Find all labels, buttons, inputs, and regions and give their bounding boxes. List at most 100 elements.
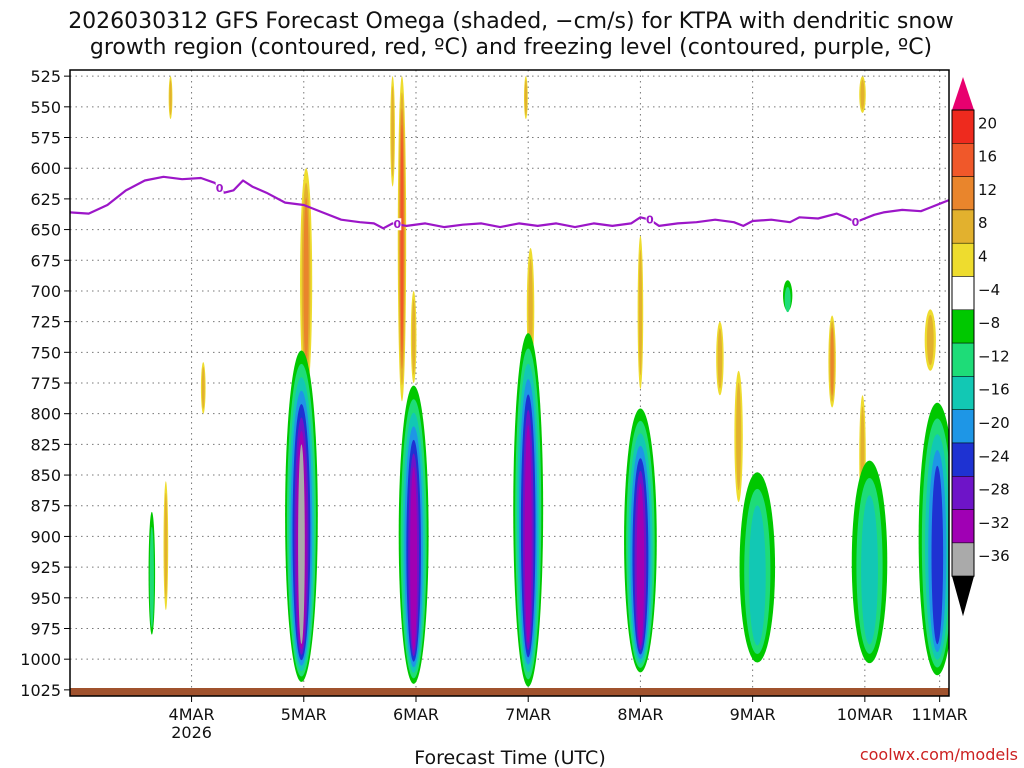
colorbar-label: −8	[978, 314, 1000, 332]
omega-shade-mar10-uplift	[861, 495, 878, 645]
subsidence-shade	[524, 80, 528, 116]
colorbar-segment	[951, 176, 975, 211]
x-tick-label: 5MAR	[281, 705, 327, 724]
omega-shade-mar8-uplift	[636, 483, 645, 646]
y-tick-label: 650	[30, 221, 61, 240]
freezing-level-line	[70, 175, 949, 230]
colorbar-label: −36	[978, 547, 1010, 565]
omega-shade-mar6-uplift	[410, 466, 418, 651]
freezing-level-label: 0	[216, 182, 224, 195]
colorbar-segment	[951, 509, 975, 544]
terrain-layer	[70, 688, 949, 696]
subsidence-shade	[926, 314, 934, 366]
y-tick-label: 1000	[20, 650, 61, 669]
freezing-level-label: 0	[646, 214, 654, 227]
colorbar-segment	[951, 276, 975, 311]
colorbar-segment	[951, 409, 975, 444]
subsidence-shade	[830, 327, 834, 396]
colorbar-segment	[951, 309, 975, 344]
subsidence-shade	[391, 86, 395, 177]
y-tick-label: 750	[30, 343, 61, 362]
colorbar-segment	[951, 109, 975, 144]
y-tick-label: 950	[30, 589, 61, 608]
terrain-strip	[70, 688, 949, 696]
x-tick-label: 6MAR	[393, 705, 439, 724]
colorbar-label: −32	[978, 514, 1010, 532]
y-tick-label: 825	[30, 435, 61, 454]
x-tick-label: 11MAR	[912, 705, 968, 724]
omega-shade-mar9-uplift	[748, 505, 766, 646]
colorbar-segment	[951, 376, 975, 410]
freezing-level-label-bg	[215, 181, 224, 194]
y-tick-label: 625	[30, 190, 61, 209]
y-tick-label: 725	[30, 313, 61, 332]
colorbar-label: −20	[978, 414, 1010, 432]
x-tick-label: 4MAR	[169, 705, 215, 724]
y-tick-label: 775	[30, 374, 61, 393]
colorbar-label: −12	[978, 347, 1010, 365]
x-tick-label: 8MAR	[617, 705, 663, 724]
colorbar-bottom-arrow	[952, 576, 974, 617]
subsidence-shade	[860, 79, 865, 110]
colorbar: 20 16 12 8 4 −4 −8 −12 −16 −20 −24 −28 −32 −36	[951, 77, 1010, 617]
subsidence-shade	[303, 197, 309, 367]
colorbar-segment	[951, 242, 975, 277]
omega-shade-mar11-uplift	[931, 465, 944, 645]
colorbar-label: −4	[978, 281, 1000, 299]
freezing-level-label-bg	[645, 213, 654, 226]
colorbar-segment	[951, 442, 975, 477]
x-tick-year-label: 2026	[171, 723, 212, 742]
y-tick-label: 525	[30, 67, 61, 86]
subsidence-shade	[164, 492, 168, 599]
y-tick-label: 575	[30, 129, 61, 148]
omega-shading-layer	[148, 76, 949, 687]
y-tick-label: 875	[30, 497, 61, 516]
x-tick-label: 10MAR	[837, 705, 893, 724]
x-tick-label: 7MAR	[505, 705, 551, 724]
freezing-level-label: 0	[393, 218, 401, 231]
colorbar-label: 20	[978, 114, 997, 132]
subsidence-shade	[411, 299, 416, 375]
subsidence-shade	[736, 382, 742, 491]
colorbar-label: −16	[978, 381, 1010, 399]
subsidence-shade	[201, 366, 205, 410]
colorbar-label: 4	[978, 248, 988, 266]
colorbar-label: 12	[978, 181, 997, 199]
colorbar-label: −24	[978, 447, 1010, 465]
subsidence-shade	[717, 328, 723, 389]
colorbar-segment	[951, 209, 975, 244]
chart-title-line-2: growth region (contoured, red, ºC) and f…	[90, 35, 932, 60]
y-tick-label: 900	[30, 527, 61, 546]
colorbar-segment	[951, 143, 975, 177]
colorbar-top-arrow	[952, 77, 974, 110]
credit-text: coolwx.com/models	[860, 745, 1018, 764]
colorbar-label: 8	[978, 214, 988, 232]
y-tick-label: 800	[30, 405, 61, 424]
colorbar-segment	[951, 542, 975, 577]
freezing-level-label-bg	[393, 218, 402, 231]
y-tick-label: 600	[30, 159, 61, 178]
colorbar-label: 16	[978, 148, 997, 166]
y-axis: 525 550 575 600 625 650 675 700 725 750 775 800 825 8…	[20, 67, 70, 700]
freezing-level-layer: 0 0 0 0	[70, 175, 949, 231]
y-tick-label: 850	[30, 466, 61, 485]
freezing-level-label-bg	[851, 216, 860, 229]
colorbar-segment	[951, 476, 975, 510]
y-tick-label: 675	[30, 251, 61, 270]
x-axis-label: Forecast Time (UTC)	[414, 747, 605, 768]
omega-shade-mar7-uplift	[524, 425, 532, 643]
subsidence-shade	[169, 80, 172, 116]
y-tick-label: 925	[30, 558, 61, 577]
x-tick-label: 9MAR	[730, 705, 776, 724]
subsidence-shade	[400, 124, 404, 353]
omega-shade-small-uplift-700	[784, 286, 791, 313]
y-tick-label: 975	[30, 619, 61, 638]
colorbar-segment	[951, 342, 975, 377]
freezing-level-label: 0	[852, 216, 860, 229]
chart-title-line-1: 2026030312 GFS Forecast Omega (shaded, −…	[68, 9, 954, 34]
omega-shade-mar4-small-uplift	[149, 526, 154, 628]
colorbar-frame	[951, 109, 975, 577]
subsidence-shade	[638, 249, 643, 376]
